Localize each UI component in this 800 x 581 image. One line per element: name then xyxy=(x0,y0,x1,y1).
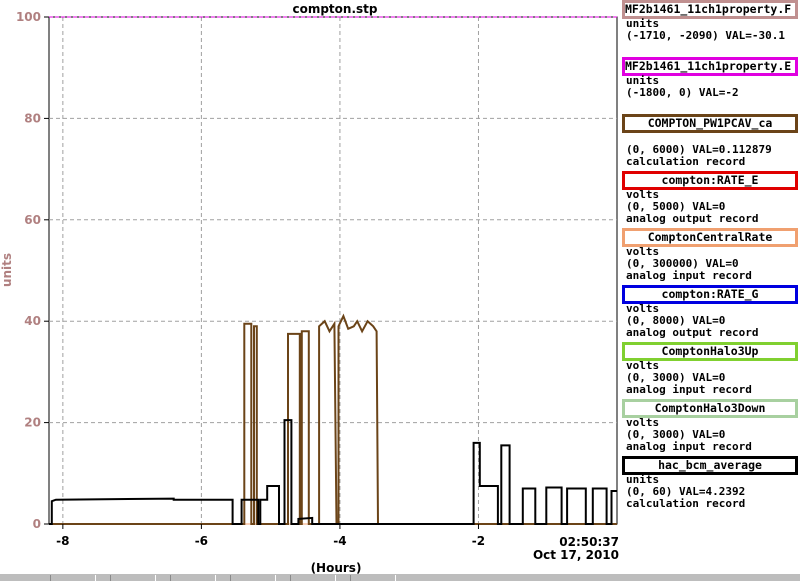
legend-range: (0, 3000) VAL=0 xyxy=(626,428,726,441)
legend-unit: units xyxy=(626,74,660,87)
legend-range: (0, 300000) VAL=0 xyxy=(626,257,739,270)
strip-segment[interactable] xyxy=(230,575,276,581)
chart-title: compton.stp xyxy=(292,2,377,16)
legend-label[interactable]: compton:RATE_E xyxy=(622,171,798,190)
y-tick-label: 20 xyxy=(24,416,41,430)
legend-label[interactable]: ComptonCentralRate xyxy=(622,228,798,247)
legend-entry[interactable]: compton:RATE_G volts (0, 8000) VAL=0 analog… xyxy=(622,285,800,342)
strip-segment[interactable] xyxy=(110,575,156,581)
legend-label[interactable]: COMPTON_PW1PCAV_ca xyxy=(622,114,798,133)
legend-entry[interactable]: ComptonHalo3Up volts (0, 3000) VAL=0 analog… xyxy=(622,342,800,399)
legend-record: analog input record xyxy=(626,383,752,396)
y-tick-label: 0 xyxy=(33,517,41,531)
legend-entry[interactable]: COMPTON_PW1PCAV_ca (0, 6000) VAL=0.112879… xyxy=(622,114,800,171)
legend-label[interactable]: hac_bcm_average xyxy=(622,456,798,475)
legend-range: (0, 60) VAL=4.2392 xyxy=(626,485,746,498)
y-tick-label: 100 xyxy=(16,10,41,24)
legend-unit: volts xyxy=(626,188,660,201)
legend-unit: volts xyxy=(626,359,660,372)
legend-entry[interactable]: hac_bcm_average units (0, 60) VAL=4.2392 ca… xyxy=(622,456,800,513)
legend-record: calculation record xyxy=(626,497,746,510)
legend-label[interactable]: MF2b1461_11ch1property.F xyxy=(622,0,798,19)
legend-record: analog input record xyxy=(626,269,752,282)
legend-record: analog output record xyxy=(626,326,759,339)
legend-unit: volts xyxy=(626,302,660,315)
y-tick-label: 80 xyxy=(24,111,41,125)
grid xyxy=(49,17,617,524)
legend-record: analog input record xyxy=(626,440,752,453)
legend-label[interactable]: ComptonHalo3Up xyxy=(622,342,798,361)
strip-segment[interactable] xyxy=(50,575,96,581)
legend-label[interactable]: MF2b1461_11ch1property.E xyxy=(622,57,798,76)
legend-range: (0, 8000) VAL=0 xyxy=(626,314,726,327)
plot-area[interactable] xyxy=(48,16,618,525)
x-axis-label: (Hours) xyxy=(311,561,362,575)
y-axis-label: units xyxy=(0,253,14,287)
legend-entry[interactable]: MF2b1461_11ch1property.F units (-1710, -20… xyxy=(622,0,800,57)
legend-entry[interactable]: MF2b1461_11ch1property.E units (-1800, 0) … xyxy=(622,57,800,114)
timestamp-date: Oct 17, 2010 xyxy=(533,548,619,562)
strip-segment[interactable] xyxy=(170,575,216,581)
legend-range: (0, 6000) VAL=0.112879 xyxy=(626,143,772,156)
legend-range: (-1710, -2090) VAL=-30.1 xyxy=(626,29,785,42)
strip-segment[interactable] xyxy=(350,575,396,581)
legend-range: (0, 3000) VAL=0 xyxy=(626,371,726,384)
legend-range: (0, 5000) VAL=0 xyxy=(626,200,726,213)
legend-range: (-1800, 0) VAL=-2 xyxy=(626,86,739,99)
series-layer xyxy=(49,313,617,525)
legend-unit: volts xyxy=(626,416,660,429)
y-tick-label: 60 xyxy=(24,213,41,227)
legend-entry[interactable]: ComptonHalo3Down volts (0, 3000) VAL=0 anal… xyxy=(622,399,800,456)
bottom-scroll-strip[interactable] xyxy=(0,574,800,581)
strip-segment[interactable] xyxy=(290,575,336,581)
x-tick-label: -6 xyxy=(195,534,208,548)
legend-unit: volts xyxy=(626,245,660,258)
legend: MF2b1461_11ch1property.F units (-1710, -20… xyxy=(622,0,800,513)
y-tick-label: 40 xyxy=(24,314,41,328)
legend-unit: units xyxy=(626,17,660,30)
x-tick-label: -8 xyxy=(56,534,69,548)
tick-labels: 0 20 40 60 80 100 -8 -6 -4 -2 xyxy=(16,10,485,548)
legend-record: calculation record xyxy=(626,155,746,168)
timestamp-time: 02:50:37 xyxy=(559,535,619,549)
legend-label[interactable]: ComptonHalo3Down xyxy=(622,399,798,418)
legend-unit: units xyxy=(626,473,660,486)
x-tick-label: -4 xyxy=(333,534,346,548)
legend-record: analog output record xyxy=(626,212,759,225)
series-line xyxy=(49,419,617,525)
legend-label[interactable]: compton:RATE_G xyxy=(622,285,798,304)
x-tick-label: -2 xyxy=(472,534,485,548)
legend-entry[interactable]: ComptonCentralRate volts (0, 300000) VAL=0… xyxy=(622,228,800,285)
legend-entry[interactable]: compton:RATE_E volts (0, 5000) VAL=0 analog… xyxy=(622,171,800,228)
